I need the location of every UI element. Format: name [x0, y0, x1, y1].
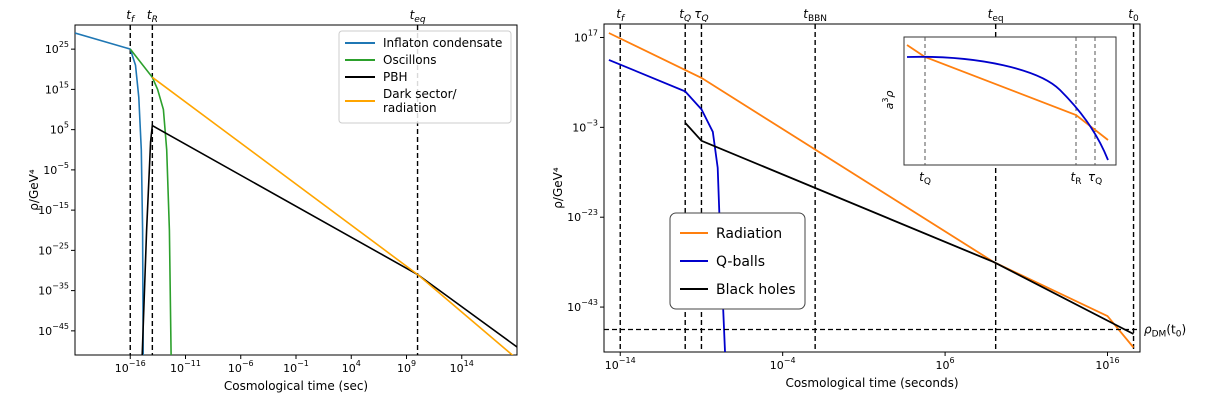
series-line — [129, 48, 172, 355]
event-label: t0 — [1128, 7, 1139, 24]
y-tick-label: 1017 — [574, 28, 598, 44]
y-tick-label: 10−3 — [572, 118, 598, 134]
legend-label: Inflaton condensate — [383, 36, 502, 50]
event-label: tf — [616, 7, 626, 24]
y-tick-label: 10−45 — [38, 322, 69, 338]
inset-x-label: τQ — [1088, 170, 1102, 187]
inset-x-label: tR — [1071, 170, 1082, 187]
legend-label: Radiation — [716, 226, 782, 242]
x-tick-label: 1016 — [1095, 356, 1119, 372]
inset-frame — [903, 36, 1117, 166]
event-label: tR — [147, 8, 158, 25]
event-label: tQ — [679, 7, 691, 24]
y-tick-label: 105 — [50, 121, 69, 137]
legend-box — [338, 30, 512, 124]
y-tick-label: 1025 — [45, 40, 69, 56]
series-line — [151, 76, 514, 355]
plot-frame — [603, 23, 1141, 353]
series-group — [75, 32, 517, 355]
series-line — [608, 59, 726, 352]
event-label: τQ — [694, 7, 708, 24]
inset-y-label: a3ρ — [881, 91, 896, 110]
y-tick-label: 10−43 — [567, 298, 598, 314]
x-tick-label: 10−14 — [605, 356, 636, 372]
legend-label: Q-balls — [716, 254, 765, 270]
y-axis-label: ρ/GeV⁴ — [551, 167, 565, 209]
y-axis-label: ρ/GeV⁴ — [27, 169, 41, 211]
x-tick-label: 104 — [342, 359, 361, 375]
x-tick-label: 10−1 — [283, 359, 309, 375]
x-tick-label: 10−6 — [228, 359, 254, 375]
x-tick-label: 1014 — [450, 359, 474, 375]
x-tick-label: 10−4 — [770, 356, 796, 372]
x-tick-label: 106 — [936, 356, 955, 372]
series-line — [684, 122, 1134, 335]
series-line — [141, 124, 517, 355]
y-tick-label: 10−35 — [38, 282, 69, 298]
dm-density-label: ρDM(t0) — [1144, 323, 1186, 340]
x-axis-label: Cosmological time (sec) — [224, 379, 368, 393]
legend-box — [669, 212, 806, 310]
x-tick-label: 109 — [397, 359, 416, 375]
x-tick-label: 10−11 — [170, 359, 201, 375]
series-line — [75, 32, 144, 355]
event-label: teq — [410, 8, 426, 25]
event-label: teq — [988, 7, 1004, 24]
legend-label: Black holes — [716, 282, 796, 298]
inset-radiation-line — [906, 44, 1109, 141]
y-tick-label: 10−23 — [567, 208, 598, 224]
legend-label: Dark sector/radiation — [383, 87, 458, 115]
left-chart: 10−16 10−11 10−6 10−1 104 109 1014 1025 1015 105 1… — [27, 8, 518, 393]
x-tick-label: 10−16 — [115, 359, 146, 375]
inset-curves — [906, 44, 1109, 161]
y-tick-label: 10−25 — [38, 241, 69, 257]
y-tick-label: 1015 — [45, 80, 69, 96]
legend-label: PBH — [383, 70, 408, 84]
event-label: tf — [126, 8, 136, 25]
y-tick-label: 10−15 — [38, 201, 69, 217]
inset-x-label: tQ — [919, 170, 931, 187]
y-tick-label: 10−5 — [43, 161, 69, 177]
right-chart: 10−14 10−4 106 1016 1017 10−3 10−23 10−43 Cosmol… — [551, 7, 1186, 390]
x-axis-label: Cosmological time (seconds) — [785, 376, 958, 390]
legend-label: Oscillons — [383, 53, 437, 67]
inset-qball-line — [906, 55, 1109, 161]
event-label: tBBN — [803, 7, 827, 24]
